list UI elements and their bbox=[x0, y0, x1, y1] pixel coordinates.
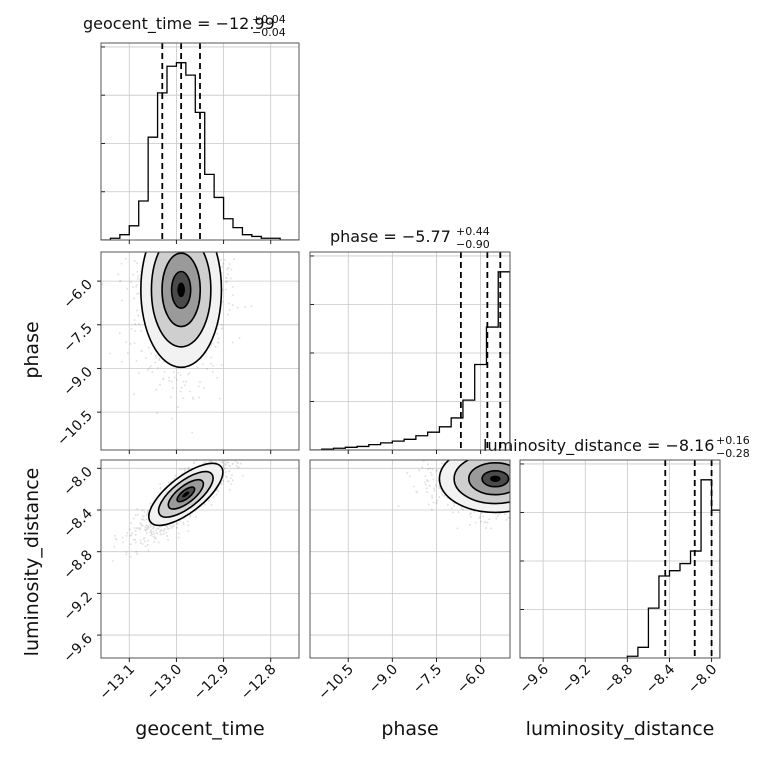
title-geocent-time: geocent_time = −12.99 bbox=[83, 14, 275, 34]
panel-luminosity_distance-luminosity_distance: −9.6 −9.2 −8.8 −8.4 −8.0 bbox=[517, 459, 721, 697]
xtick-label-phase-0: −10.5 bbox=[315, 662, 357, 704]
ytick-label-luminosity_distance-2: −8.8 bbox=[60, 547, 95, 582]
ytick-label-phase-3: −6.0 bbox=[60, 277, 95, 312]
xtick-label-luminosity_distance-1: −9.2 bbox=[559, 662, 594, 697]
xtick-label-phase-3: −6.0 bbox=[454, 662, 489, 697]
panel-phase-phase bbox=[309, 251, 511, 454]
contour-geocent_time-luminosity_distance-4 bbox=[182, 491, 190, 498]
plot-area-geocent_time-phase bbox=[101, 252, 253, 434]
histogram-luminosity_distance bbox=[520, 479, 720, 658]
xtick-label-luminosity_distance-3: −8.4 bbox=[643, 661, 678, 696]
title-luminosity-distance-sub: −0.28 bbox=[716, 447, 750, 460]
plot-area-geocent_time-luminosity_distance bbox=[112, 460, 252, 562]
ytick-label-luminosity_distance-4: −8.0 bbox=[60, 464, 95, 499]
axis-frame-geocent_time-luminosity_distance bbox=[100, 459, 300, 659]
contour-geocent_time-phase-4 bbox=[177, 282, 185, 298]
xtick-label-luminosity_distance-0: −9.6 bbox=[517, 661, 552, 696]
histogram-geocent_time bbox=[101, 62, 299, 240]
xlabel-luminosity-distance: luminosity_distance bbox=[526, 718, 715, 740]
plot-area-geocent_time-geocent_time bbox=[101, 43, 299, 240]
ytick-label-phase-2: −7.5 bbox=[60, 320, 95, 355]
xtick-label-phase-1: −9.0 bbox=[366, 662, 401, 697]
title-geocent-time-sub: −0.04 bbox=[252, 26, 286, 39]
xtick-label-geocent_time-1: −13.0 bbox=[144, 662, 186, 704]
ylabel-phase: phase bbox=[21, 321, 43, 378]
title-phase-sup: +0.44 bbox=[456, 225, 490, 238]
xlabel-geocent-time: geocent_time bbox=[135, 718, 264, 740]
xtick-label-geocent_time-2: −12.9 bbox=[191, 662, 233, 704]
title-luminosity-distance-sup: +0.16 bbox=[716, 434, 750, 447]
xtick-label-luminosity_distance-4: −8.0 bbox=[685, 662, 720, 697]
ytick-label-luminosity_distance-0: −9.6 bbox=[60, 631, 95, 666]
xtick-label-phase-2: −7.5 bbox=[410, 662, 445, 697]
title-phase-sub: −0.90 bbox=[456, 238, 490, 251]
xlabel-phase: phase bbox=[381, 718, 438, 740]
axis-frame-phase-phase bbox=[309, 251, 511, 451]
plot-area-phase-luminosity_distance bbox=[397, 460, 510, 530]
xtick-label-geocent_time-0: −13.1 bbox=[96, 662, 138, 704]
ytick-label-phase-0: −10.5 bbox=[54, 408, 96, 450]
title-geocent-time-sup: +0.04 bbox=[252, 13, 286, 26]
histogram-phase bbox=[310, 271, 510, 450]
axis-frame-luminosity_distance-luminosity_distance bbox=[519, 459, 721, 659]
panel-geocent_time-phase: −10.5 −9.0 −7.5 −6.0 bbox=[54, 251, 300, 454]
axis-frame-geocent_time-geocent_time bbox=[100, 42, 300, 241]
contour-phase-luminosity_distance-4 bbox=[490, 475, 501, 482]
xtick-label-geocent_time-3: −12.8 bbox=[238, 662, 280, 704]
ytick-label-phase-1: −9.0 bbox=[60, 364, 95, 399]
plot-area-luminosity_distance-luminosity_distance bbox=[520, 460, 720, 658]
ytick-label-luminosity_distance-3: −8.4 bbox=[60, 505, 95, 540]
axis-frame-phase-luminosity_distance bbox=[309, 459, 511, 659]
axis-frame-geocent_time-phase bbox=[100, 251, 300, 451]
ytick-label-luminosity_distance-1: −9.2 bbox=[60, 589, 95, 624]
plot-area-phase-phase bbox=[310, 252, 510, 450]
title-luminosity-distance: luminosity_distance = −8.16 bbox=[483, 436, 714, 456]
title-phase: phase = −5.77 bbox=[330, 227, 451, 246]
ylabel-luminosity-distance: luminosity_distance bbox=[21, 468, 43, 657]
xtick-label-luminosity_distance-2: −8.8 bbox=[601, 662, 636, 697]
panel-geocent_time-luminosity_distance: −9.6 −9.2 −8.8 −8.4 −8.0 −13.1 −13.0 −12.9 −12.8 bbox=[60, 459, 300, 704]
panel-geocent_time-geocent_time bbox=[100, 42, 300, 244]
